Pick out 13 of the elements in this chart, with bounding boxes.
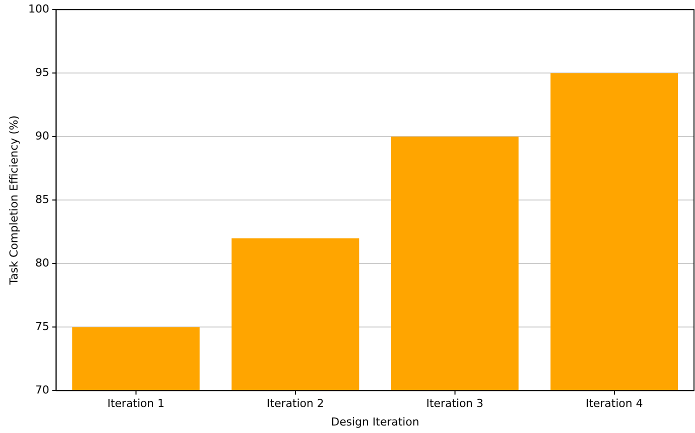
y-tick-label: 90 — [35, 129, 50, 142]
x-tick-label: Iteration 1 — [107, 397, 164, 410]
y-tick-label: 80 — [35, 256, 50, 270]
y-axis-title: Task Completion Efficiency (%) — [7, 115, 20, 286]
y-tick-label: 70 — [35, 383, 50, 396]
x-tick-label: Iteration 4 — [586, 397, 643, 410]
y-tick-label: 75 — [35, 320, 50, 333]
x-axis-title: Design Iteration — [331, 415, 420, 428]
y-tick-label: 95 — [35, 66, 50, 79]
y-tick-label: 85 — [35, 192, 50, 206]
x-tick-label: Iteration 3 — [426, 397, 484, 410]
x-tick-label: Iteration 2 — [266, 397, 324, 410]
y-tick-label: 100 — [28, 2, 50, 16]
